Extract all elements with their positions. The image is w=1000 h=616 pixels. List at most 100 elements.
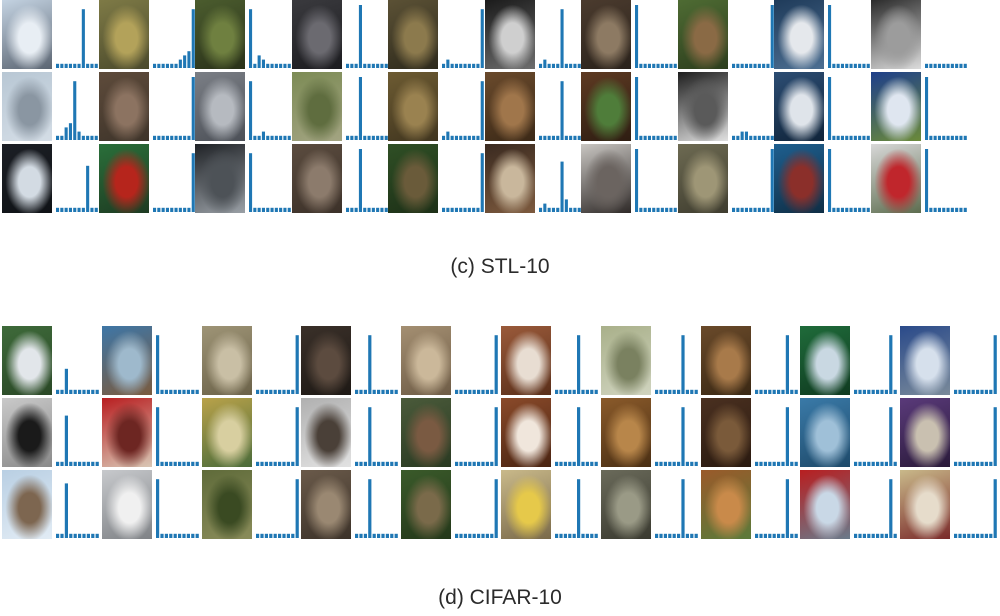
histogram-bar (659, 533, 663, 538)
histogram-bar (372, 533, 376, 538)
histogram-bar (794, 389, 798, 394)
cifar10-image-grid (0, 326, 1000, 542)
histogram-bar (980, 389, 984, 394)
histogram-bar (394, 389, 398, 394)
histogram-bar (253, 207, 257, 212)
histogram-bar (836, 207, 840, 212)
histogram-bar (468, 389, 472, 394)
histogram-bar (929, 63, 933, 68)
histogram-bar (481, 461, 485, 466)
histogram-bar (942, 207, 946, 212)
histogram-bar (287, 207, 291, 212)
histogram-bar (494, 479, 498, 538)
histogram-bar (476, 207, 480, 212)
histogram-bar (749, 63, 753, 68)
histogram-bar (681, 407, 685, 466)
histogram-bar (971, 389, 975, 394)
histogram-bar (173, 389, 177, 394)
histogram-bar (577, 407, 581, 466)
histogram-bar (372, 461, 376, 466)
histogram-bar (766, 135, 770, 140)
histogram-bar (91, 389, 95, 394)
histogram-bar (355, 461, 359, 466)
histogram-bar (772, 461, 776, 466)
prediction-histogram-cat (346, 1, 389, 68)
histogram-bar (585, 389, 589, 394)
histogram-bar (273, 389, 277, 394)
histogram-bar (472, 63, 476, 68)
prediction-histogram-horse (635, 1, 678, 68)
prediction-histogram-frog (655, 471, 699, 538)
histogram-bar (656, 63, 660, 68)
histogram-bar (564, 135, 568, 140)
sample-image-monkey (678, 144, 728, 213)
histogram-bar (955, 207, 959, 212)
histogram-bar (73, 63, 77, 68)
histogram-bar (178, 533, 182, 538)
histogram-bar (845, 63, 849, 68)
histogram-bar (572, 389, 576, 394)
histogram-bar (736, 135, 740, 140)
sample-image-monkey (678, 0, 728, 69)
histogram-bar (442, 135, 446, 140)
prediction-histogram-cat (346, 73, 389, 140)
histogram-bar (785, 335, 789, 394)
histogram-bar (555, 461, 559, 466)
histogram-bar (463, 207, 467, 212)
histogram-bar (355, 389, 359, 394)
histogram-bar (385, 389, 389, 394)
histogram-bar (287, 63, 291, 68)
histogram-bar (157, 207, 161, 212)
histogram-bar (160, 533, 164, 538)
histogram-bar (261, 131, 265, 140)
histogram-bar (753, 207, 757, 212)
histogram-bar (572, 533, 576, 538)
histogram-bar (291, 461, 295, 466)
histogram-bar (377, 461, 381, 466)
histogram-bar (694, 533, 698, 538)
histogram-bar (790, 533, 794, 538)
histogram-bar (757, 135, 761, 140)
prediction-histogram-dog (555, 471, 599, 538)
histogram-bar (64, 368, 68, 394)
histogram-bar (946, 135, 950, 140)
histogram-bar (677, 389, 681, 394)
histogram-bar (647, 207, 651, 212)
histogram-bar (178, 207, 182, 212)
histogram-bar (260, 389, 264, 394)
histogram-bar (668, 461, 672, 466)
histogram-bar (354, 135, 358, 140)
prediction-histogram-dog (539, 1, 582, 68)
histogram-bar (170, 135, 174, 140)
histogram-bar (690, 533, 694, 538)
histogram-bar (836, 63, 840, 68)
histogram-bar (744, 207, 748, 212)
histogram-bar (69, 461, 73, 466)
histogram-bar (594, 389, 598, 394)
histogram-bar (450, 135, 454, 140)
histogram-bar (291, 389, 295, 394)
histogram-bar (68, 63, 72, 68)
histogram-bar (459, 207, 463, 212)
histogram-bar (744, 131, 748, 140)
histogram-bar (845, 135, 849, 140)
histogram-bar (295, 479, 299, 538)
histogram-bar (264, 389, 268, 394)
histogram-bar (169, 533, 173, 538)
histogram-bar (174, 135, 178, 140)
histogram-bar (476, 63, 480, 68)
histogram-bar (673, 63, 677, 68)
histogram-bar (283, 135, 287, 140)
histogram-bar (777, 533, 781, 538)
histogram-bar (853, 207, 857, 212)
histogram-bar (876, 533, 880, 538)
sample-image-ship (774, 0, 824, 69)
histogram-bar (358, 5, 362, 68)
histogram-bar (770, 149, 774, 212)
prediction-histogram-cat (355, 471, 399, 538)
histogram-bar (867, 461, 871, 466)
histogram-bar (753, 135, 757, 140)
histogram-bar (283, 63, 287, 68)
histogram-bar (82, 533, 86, 538)
histogram-bar (477, 389, 481, 394)
